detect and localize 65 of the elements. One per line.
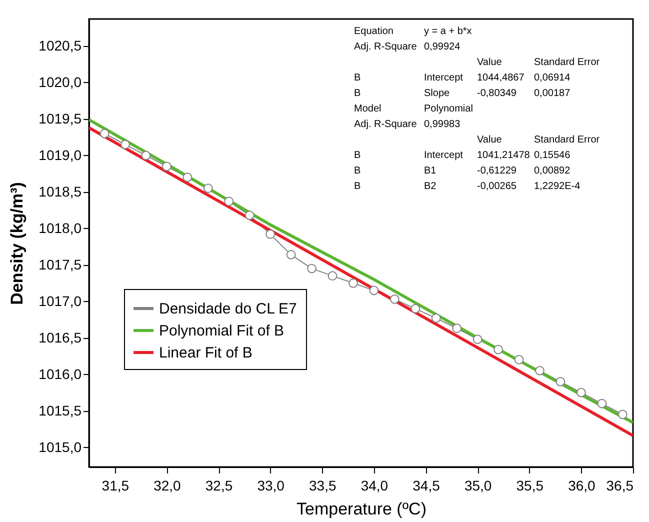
x-tick-label: 32,0: [154, 478, 182, 494]
point: [328, 271, 338, 281]
x-tick-label: 33,0: [257, 478, 285, 494]
y-axis-title: Density (kg/m³): [8, 182, 27, 305]
text: B Intercept 1041,21478 0,15546: [354, 150, 570, 161]
y-tick-label: 1017,5: [38, 256, 82, 272]
y-tick-label: 1016,0: [38, 366, 82, 382]
y-tick-label: 1018,5: [38, 183, 82, 200]
text: B B1 -0,61229 0,00892: [354, 165, 570, 176]
y-tick-label: 1018,0: [38, 220, 82, 236]
text: B Intercept 1044,4867 0,06914: [354, 72, 570, 84]
text: Value Standard Error: [477, 56, 600, 68]
y-tick-label: 1015,0: [38, 438, 82, 455]
legend-label: Linear Fit of B: [159, 344, 252, 362]
point: [514, 355, 524, 364]
point: [452, 324, 462, 334]
text: Model Polynomial: [354, 103, 473, 114]
point: [535, 366, 544, 376]
point: [369, 286, 379, 296]
y-tick-label: 1020,5: [38, 37, 82, 54]
point: [618, 410, 628, 420]
y-tick-label: 1016,5: [38, 329, 82, 346]
point: [597, 398, 607, 408]
point: [576, 388, 586, 398]
point: [494, 344, 503, 354]
x-axis-title: Temperature (ºC): [296, 500, 426, 518]
point: [410, 304, 420, 314]
point: [182, 172, 192, 182]
x-tick-label: 36,0: [568, 478, 596, 494]
point: [556, 376, 566, 386]
x-tick-label: 33,5: [309, 478, 336, 494]
text: B Slope -0,80349 0,00187: [354, 88, 570, 99]
y-tick-label: 1015,5: [38, 402, 82, 418]
x-tick-label: 36,5: [606, 478, 634, 494]
legend-label: Densidade do CL E7: [159, 300, 297, 318]
point: [472, 334, 482, 344]
point: [244, 210, 254, 220]
x-tick-label: 32,5: [205, 478, 233, 494]
point: [348, 278, 358, 288]
text: Equation y = a + b*x: [354, 26, 472, 37]
x-tick-label: 34,5: [412, 478, 440, 494]
point: [286, 250, 296, 260]
point: [162, 162, 172, 172]
point: [307, 264, 316, 274]
y-tick-label: 1019,5: [38, 110, 82, 126]
y-tick-label: 1020,0: [38, 74, 82, 90]
annotation: Adj. R-Square 0,99983: [354, 118, 461, 130]
text: B B2 -0,00265 1,2292E-4: [354, 180, 580, 192]
x-tick-label: 35,5: [516, 478, 544, 494]
point: [141, 150, 151, 160]
x-tick-label: 31,5: [102, 478, 130, 494]
point: [120, 140, 130, 150]
x-tick-label: 35,0: [464, 478, 492, 494]
x-tick-label: 34,0: [360, 478, 388, 494]
y-tick-label: 1019,0: [38, 146, 82, 163]
legend-label: Polynomial Fit of B: [159, 322, 284, 340]
annotation: Adj. R-Square 0,99924: [354, 41, 461, 52]
point: [203, 184, 213, 193]
point: [390, 294, 400, 304]
point: [224, 196, 234, 206]
y-tick-label: 1017,0: [38, 292, 82, 309]
point: [100, 128, 110, 138]
point: [431, 313, 441, 323]
point: [266, 230, 276, 239]
text: Value Standard Error: [477, 134, 600, 146]
